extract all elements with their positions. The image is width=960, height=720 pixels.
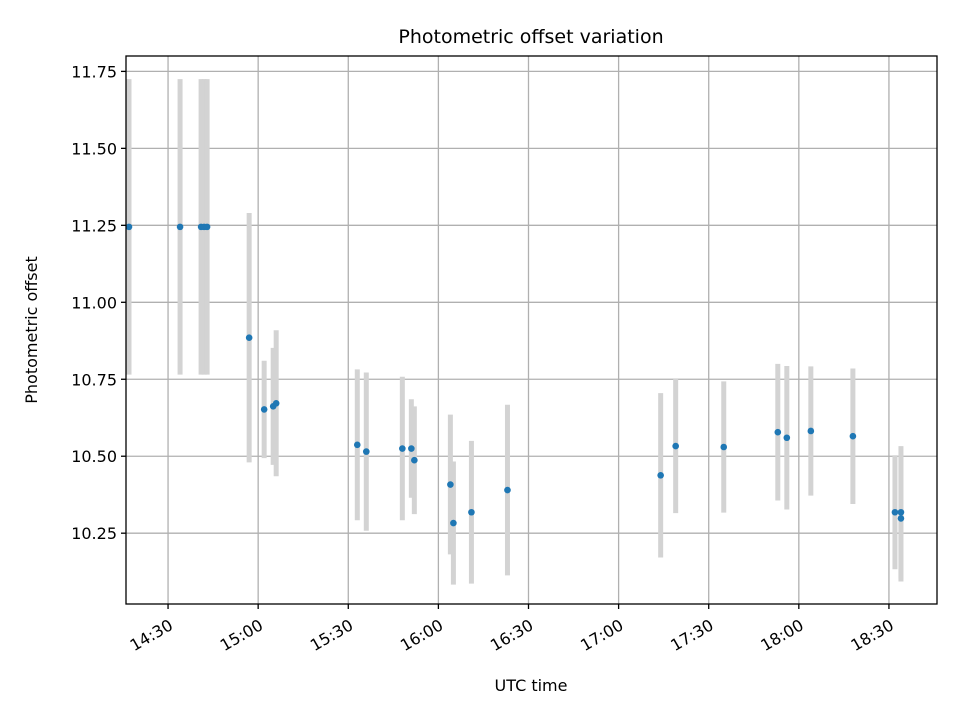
data-point	[450, 519, 457, 527]
data-point	[408, 445, 415, 452]
plot-frame	[125, 55, 938, 605]
data-point	[891, 508, 899, 516]
data-point	[468, 508, 475, 516]
data-point	[897, 515, 905, 522]
data-point	[125, 223, 133, 231]
x-tick-label: 17:00	[577, 615, 626, 655]
data-points	[125, 223, 905, 527]
data-point	[672, 442, 679, 450]
data-point	[353, 441, 361, 449]
data-point	[203, 223, 211, 231]
y-tick-label: 10.75	[71, 370, 117, 389]
y-tick-label: 11.25	[71, 216, 117, 235]
data-point	[897, 508, 905, 516]
x-tick-label: 15:30	[307, 615, 356, 655]
data-point	[411, 456, 418, 464]
data-point	[399, 445, 406, 452]
x-tick-label: 17:30	[667, 615, 716, 655]
chart-title: Photometric offset variation	[398, 26, 663, 48]
data-point	[272, 399, 280, 407]
x-tick-label: 14:30	[127, 615, 176, 655]
data-point	[447, 481, 454, 488]
y-tick-label: 11.00	[71, 293, 117, 312]
y-axis-label: Photometric offset	[22, 256, 41, 404]
data-point	[176, 223, 184, 231]
data-point	[657, 472, 664, 479]
error-bars	[126, 79, 904, 585]
y-tick-label: 10.50	[71, 447, 117, 466]
data-point	[783, 434, 791, 442]
y-tick-label: 11.75	[71, 62, 117, 81]
y-axis-ticks: 10.25 10.50 10.75 11.00 11.25 11.50 11.75	[71, 62, 126, 543]
x-tick-label: 16:30	[487, 615, 536, 655]
grid-lines	[126, 56, 937, 604]
data-point	[504, 486, 511, 494]
x-axis-label: UTC time	[495, 676, 568, 695]
data-point	[774, 428, 782, 436]
x-tick-label: 16:00	[397, 615, 446, 655]
x-tick-label: 18:00	[757, 615, 806, 655]
data-point	[849, 432, 857, 440]
y-tick-label: 11.50	[71, 139, 117, 158]
x-tick-label: 18:30	[848, 615, 897, 655]
data-point	[362, 448, 370, 455]
data-point	[260, 406, 268, 413]
x-axis-ticks: 14:30 15:00 15:30 16:00 16:30 17:00 17:30 18:00…	[127, 604, 897, 655]
x-tick-label: 15:00	[217, 615, 266, 655]
data-point	[807, 427, 815, 435]
data-point	[720, 443, 728, 451]
y-tick-label: 10.25	[71, 524, 117, 543]
data-point	[245, 334, 253, 341]
